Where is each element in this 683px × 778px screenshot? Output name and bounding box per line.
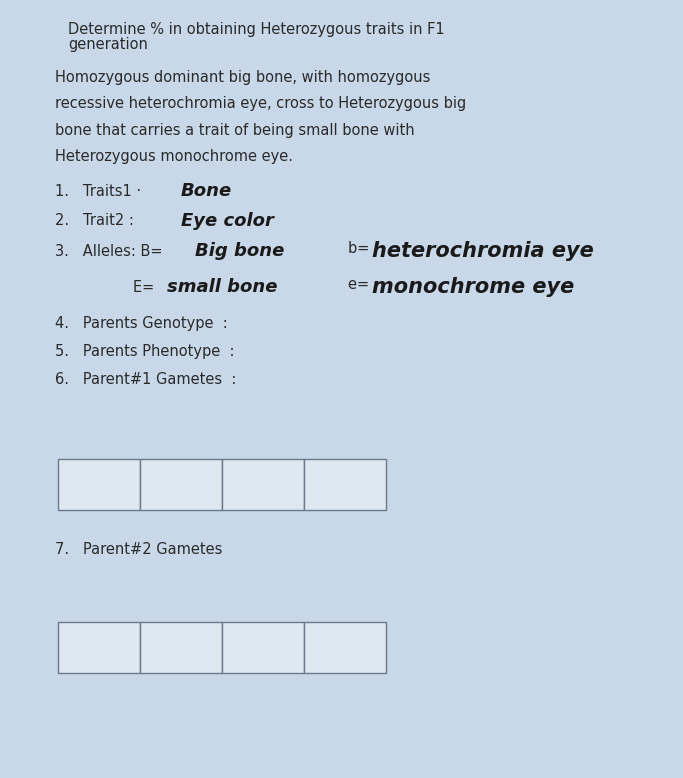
Text: 2.   Trait2 :: 2. Trait2 : [55,213,138,228]
Bar [140,459,222,510]
Text: small bone: small bone [167,278,278,296]
Text: heterochromia eye: heterochromia eye [372,241,594,261]
Text: 7.   Parent#2 Gametes: 7. Parent#2 Gametes [55,542,222,557]
Text: Big bone: Big bone [195,242,284,260]
Bar [304,459,386,510]
Text: 6.   Parent#1 Gametes  :: 6. Parent#1 Gametes : [55,372,236,387]
Text: Heterozygous monochrome eye.: Heterozygous monochrome eye. [55,149,292,164]
Bar [222,459,304,510]
Text: 4.   Parents Genotype  :: 4. Parents Genotype : [55,316,227,331]
Text: b=: b= [348,241,374,256]
Text: Eye color: Eye color [181,212,274,230]
Text: E=: E= [133,280,159,295]
Text: Bone: Bone [181,182,232,200]
Text: 3.   Alleles: B=: 3. Alleles: B= [55,244,167,259]
Text: 5.   Parents Phenotype  :: 5. Parents Phenotype : [55,344,234,359]
Bar [58,622,140,673]
Text: recessive heterochromia eye, cross to Heterozygous big: recessive heterochromia eye, cross to He… [55,96,466,111]
Text: generation: generation [68,37,148,52]
Bar [58,459,140,510]
Text: Determine % in obtaining Heterozygous traits in F1: Determine % in obtaining Heterozygous tr… [68,22,445,37]
Text: bone that carries a trait of being small bone with: bone that carries a trait of being small… [55,123,415,138]
Bar [140,622,222,673]
Bar [222,622,304,673]
Bar [304,622,386,673]
Text: Homozygous dominant big bone, with homozygous: Homozygous dominant big bone, with homoz… [55,70,430,85]
Text: e=: e= [348,277,374,292]
Text: monochrome eye: monochrome eye [372,277,574,297]
Text: 1.   Traits1 ·: 1. Traits1 · [55,184,145,198]
